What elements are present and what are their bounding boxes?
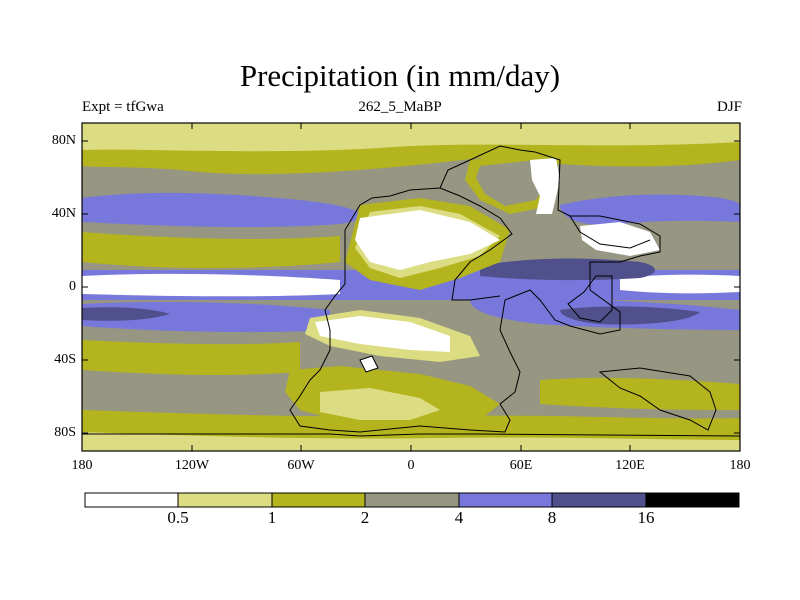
colorbar-box-5 bbox=[551, 492, 647, 508]
experiment-label: Expt = tfGwa bbox=[82, 99, 164, 115]
lon-label-60e: 60E bbox=[509, 458, 533, 473]
lat-label-80n: 80N bbox=[51, 133, 76, 148]
colorbar-box-3 bbox=[364, 492, 460, 508]
colorbar-label-8: 8 bbox=[547, 508, 557, 527]
lat-label-40s: 40S bbox=[54, 352, 76, 367]
map-title: Precipitation (in mm/day) bbox=[239, 58, 561, 93]
lat-label-equator: 0 bbox=[69, 279, 76, 294]
lon-label-120w: 120W bbox=[174, 458, 210, 473]
colorbar-box-1 bbox=[177, 492, 273, 508]
colorbar-box-0 bbox=[84, 492, 179, 508]
colorbar-box-6 bbox=[645, 492, 740, 508]
colorbar-box-2 bbox=[271, 492, 366, 508]
colorbar-label-2: 2 bbox=[360, 508, 370, 527]
lon-label-180w: 180 bbox=[71, 458, 93, 473]
lat-label-40n: 40N bbox=[51, 206, 76, 221]
lon-label-180e: 180 bbox=[729, 458, 751, 473]
precipitation-field bbox=[82, 123, 741, 451]
lon-label-0: 0 bbox=[407, 458, 415, 473]
colorbar-label-0-5: 0.5 bbox=[167, 508, 189, 527]
colorbar-label-16: 16 bbox=[637, 508, 655, 527]
lon-label-120e: 120E bbox=[615, 458, 645, 473]
colorbar-box-4 bbox=[458, 492, 553, 508]
colorbar-label-1: 1 bbox=[267, 508, 277, 527]
period-label: 262_5_MaBP bbox=[358, 99, 442, 115]
season-label: DJF bbox=[716, 99, 742, 115]
lon-label-60w: 60W bbox=[287, 458, 315, 473]
colorbar-label-4: 4 bbox=[454, 508, 464, 527]
lat-label-80s: 80S bbox=[54, 425, 76, 440]
colorbar bbox=[84, 492, 740, 508]
tick-marks bbox=[82, 123, 740, 451]
